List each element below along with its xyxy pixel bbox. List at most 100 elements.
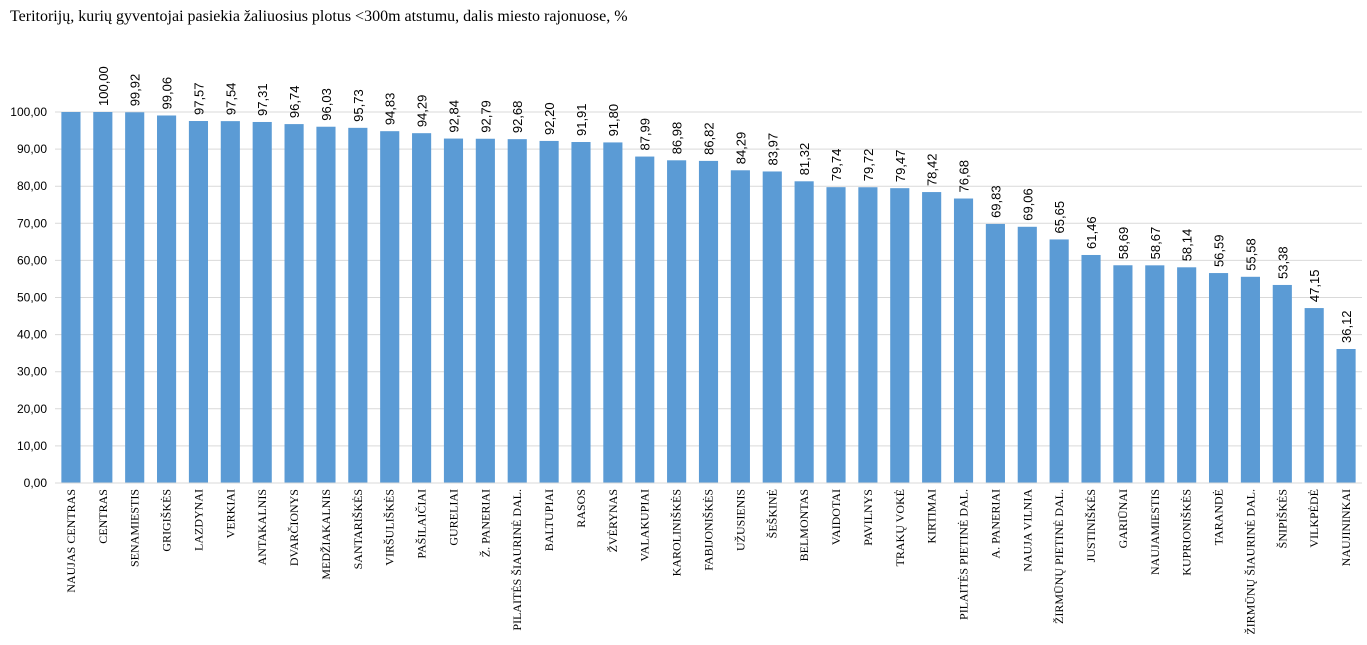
y-tick-label: 100,00 (10, 105, 47, 119)
x-tick-label: VIRŠULIŠKĖS (383, 489, 397, 566)
bar (125, 112, 145, 483)
x-tick-label: PAŠILAIČIAI (415, 489, 429, 559)
data-labels: 100,00 99,92 99,06 97,57 97,54 97,31 96,74 96,0… (96, 66, 1354, 343)
y-tick-label: 70,00 (17, 216, 47, 230)
x-tick-label: VILKPĖDĖ (1307, 489, 1321, 548)
x-tick-label: TARANDĖ (1212, 489, 1226, 545)
data-label: 69,83 (988, 185, 1003, 218)
bar (794, 181, 814, 483)
x-tick-label: ANTAKALNIS (255, 489, 269, 565)
chart-title: Teritorijų, kurių gyventojai pasiekia ža… (10, 8, 628, 25)
bar (284, 124, 304, 483)
bar (157, 115, 177, 483)
bar (539, 140, 559, 484)
y-tick-label: 10,00 (17, 439, 47, 453)
x-tick-label: NAUJAMIESTIS (1148, 489, 1162, 575)
x-tick-label: A. PANERIAI (988, 489, 1002, 559)
data-label: 86,98 (670, 122, 685, 155)
x-tick-label: FABIJONIŠKĖS (702, 489, 716, 571)
x-tick-label: ŠEŠKINĖ (765, 489, 779, 538)
x-tick-label: CENTRAS (96, 489, 110, 544)
x-tick-label: PILAITĖS ŠIAURINĖ DAL. (510, 489, 524, 631)
bar (667, 160, 687, 483)
y-tick-label: 50,00 (17, 291, 47, 305)
bar (762, 171, 782, 483)
x-tick-label: VALAKUPIAI (638, 489, 652, 561)
x-tick-label: TRAKŲ VOKĖ (893, 489, 907, 566)
data-label: 58,69 (1116, 227, 1131, 260)
x-tick-label: VERKIAI (223, 489, 237, 538)
data-label: 58,14 (1180, 229, 1195, 262)
bar (1272, 284, 1292, 483)
bar (1081, 254, 1101, 483)
x-tick-label: RASOS (574, 489, 588, 528)
x-tick-label: JUSTINIŠKĖS (1084, 489, 1098, 562)
data-label: 56,59 (1212, 235, 1227, 268)
bar (61, 112, 81, 483)
y-tick-label: 40,00 (17, 328, 47, 342)
x-tick-label: ŽIRMŪNŲ ŠIAURINĖ DAL. (1243, 489, 1257, 635)
x-tick-label: KUPRIONIŠKĖS (1180, 489, 1194, 576)
data-label: 84,29 (733, 132, 748, 165)
data-label: 58,67 (1148, 227, 1163, 260)
data-label: 99,06 (160, 77, 175, 110)
x-tick-label: UŽUSIENIS (733, 489, 747, 551)
x-tick-label: ŽIRMŪNŲ PIETINĖ DAL. (1052, 489, 1066, 624)
x-tick-label: GRIGIŠKĖS (160, 489, 174, 552)
y-tick-label: 30,00 (17, 365, 47, 379)
data-label: 78,42 (925, 154, 940, 187)
bar (220, 121, 240, 484)
bar (1017, 226, 1037, 483)
data-label: 61,46 (1084, 216, 1099, 249)
bar (698, 160, 719, 483)
bar (603, 142, 623, 483)
bar (316, 126, 336, 483)
x-tick-label: KIRTIMAI (925, 489, 939, 544)
x-tick-label: PAVILNYS (861, 489, 875, 546)
y-tick-label: 20,00 (17, 402, 47, 416)
data-label: 53,38 (1275, 246, 1290, 279)
bar (1177, 267, 1197, 483)
bar (93, 112, 113, 483)
bar (890, 188, 910, 483)
bar (252, 121, 272, 484)
data-label: 92,68 (510, 101, 525, 134)
data-label: 83,97 (765, 133, 780, 166)
bars (61, 112, 1356, 484)
data-label: 99,92 (128, 74, 143, 107)
bar (635, 156, 655, 483)
x-tick-label: GURELIAI (446, 489, 460, 546)
x-tick-label: NAUJININKAI (1339, 489, 1353, 566)
data-label: 96,03 (319, 88, 334, 121)
data-label: 92,20 (542, 102, 557, 135)
x-tick-label: BALTUPIAI (542, 489, 556, 551)
bar (188, 121, 209, 484)
x-tick-label: GARIŪNAI (1116, 489, 1130, 548)
bar (922, 192, 942, 483)
y-tick-label: 0,00 (24, 476, 48, 490)
x-axis-ticks: NAUJAS CENTRAS CENTRAS SENAMIESTIS GRIGIŠKĖ… (64, 489, 1353, 635)
x-tick-label: DVARČIONYS (287, 489, 301, 566)
data-label: 47,15 (1307, 270, 1322, 303)
x-tick-label: KAROLINIŠKĖS (670, 489, 684, 576)
data-label: 95,73 (351, 89, 366, 122)
x-tick-label: BELMONTAS (797, 489, 811, 561)
bar (858, 187, 878, 483)
bar (1240, 276, 1260, 483)
data-label: 81,32 (797, 143, 812, 176)
data-label: 69,06 (1020, 188, 1035, 221)
data-label: 100,00 (96, 66, 111, 106)
y-tick-label: 90,00 (17, 142, 47, 156)
bar (412, 133, 432, 484)
data-label: 36,12 (1339, 310, 1354, 343)
bar (1113, 265, 1133, 483)
bar (1049, 239, 1069, 483)
x-tick-label: Ž. PANERIAI (478, 489, 492, 557)
bar (475, 138, 495, 484)
data-label: 97,31 (255, 83, 270, 116)
data-label: 91,91 (574, 103, 589, 136)
bar (1208, 273, 1229, 483)
y-tick-label: 80,00 (17, 179, 47, 193)
x-tick-label: ŠNIPIŠKĖS (1275, 489, 1289, 548)
